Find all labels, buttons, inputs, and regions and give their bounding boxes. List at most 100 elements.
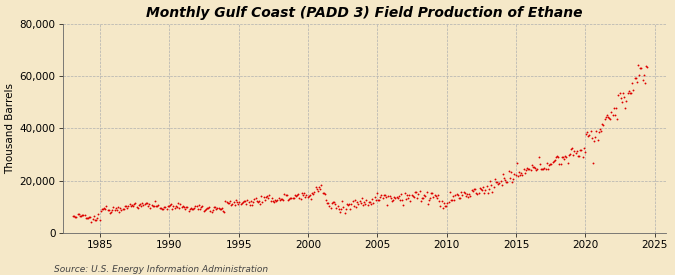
Point [204, 205, 215, 209]
Point [595, 128, 606, 133]
Point [488, 185, 499, 189]
Point [479, 191, 490, 195]
Point [428, 195, 439, 199]
Point [105, 211, 115, 215]
Point [626, 91, 637, 95]
Point [608, 106, 619, 110]
Point [548, 158, 559, 163]
Point [579, 150, 590, 155]
Point [335, 210, 346, 214]
Point [472, 192, 483, 196]
Point [442, 201, 453, 205]
Point [227, 202, 238, 207]
Point [545, 162, 556, 166]
Point [109, 208, 120, 213]
Point [234, 200, 245, 205]
Point [190, 204, 201, 208]
Point [271, 199, 281, 203]
Point [202, 205, 213, 210]
Point [128, 204, 138, 208]
Point [362, 203, 373, 207]
Point [553, 155, 564, 159]
Point [379, 193, 389, 197]
Point [113, 205, 124, 209]
Point [126, 203, 137, 208]
Point [178, 205, 189, 210]
Point [564, 153, 574, 158]
Point [184, 207, 195, 211]
Point [246, 202, 257, 207]
Point [117, 207, 128, 211]
Point [310, 185, 321, 190]
Point [377, 196, 388, 200]
Point [622, 90, 633, 95]
Point [379, 193, 390, 197]
Point [576, 147, 587, 152]
Point [597, 122, 608, 126]
Point [543, 166, 554, 171]
Point [130, 201, 141, 205]
Point [214, 207, 225, 211]
Point [530, 166, 541, 170]
Point [478, 185, 489, 189]
Point [228, 200, 239, 205]
Point [419, 193, 430, 197]
Point [471, 191, 482, 195]
Point [364, 200, 375, 205]
Point [448, 194, 458, 198]
Point [332, 204, 343, 208]
Point [389, 195, 400, 199]
Point [175, 202, 186, 206]
Point [494, 181, 505, 186]
Point [110, 205, 121, 210]
Point [575, 147, 586, 152]
Point [539, 166, 550, 170]
Point [636, 65, 647, 70]
Point [278, 198, 289, 202]
Point [547, 160, 558, 164]
Point [605, 117, 616, 122]
Point [154, 206, 165, 210]
Point [215, 207, 226, 211]
Point [396, 191, 406, 196]
Point [71, 215, 82, 219]
Point [556, 161, 566, 166]
Point [145, 206, 156, 210]
Point [308, 191, 319, 196]
Point [443, 200, 454, 204]
Point [381, 195, 392, 199]
Point [639, 73, 649, 78]
Point [423, 197, 434, 202]
Point [487, 190, 498, 194]
Point [69, 213, 80, 218]
Point [194, 203, 205, 207]
Point [446, 198, 456, 202]
Point [90, 217, 101, 222]
Point [290, 194, 301, 198]
Point [241, 202, 252, 206]
Point [483, 191, 493, 195]
Point [518, 166, 529, 171]
Point [280, 193, 291, 197]
Point [171, 205, 182, 209]
Point [108, 205, 119, 209]
Point [325, 206, 336, 210]
Point [243, 200, 254, 205]
Point [153, 203, 164, 207]
Point [115, 205, 126, 210]
Point [407, 194, 418, 199]
Point [296, 191, 307, 196]
Point [158, 206, 169, 211]
Point [360, 202, 371, 207]
Point [225, 199, 236, 203]
Point [333, 207, 344, 211]
Point [580, 132, 591, 137]
Point [406, 192, 417, 197]
Point [292, 193, 302, 197]
Point [150, 199, 161, 204]
Point [163, 204, 174, 209]
Point [585, 129, 596, 134]
Point [629, 76, 640, 81]
Point [152, 204, 163, 208]
Point [416, 196, 427, 200]
